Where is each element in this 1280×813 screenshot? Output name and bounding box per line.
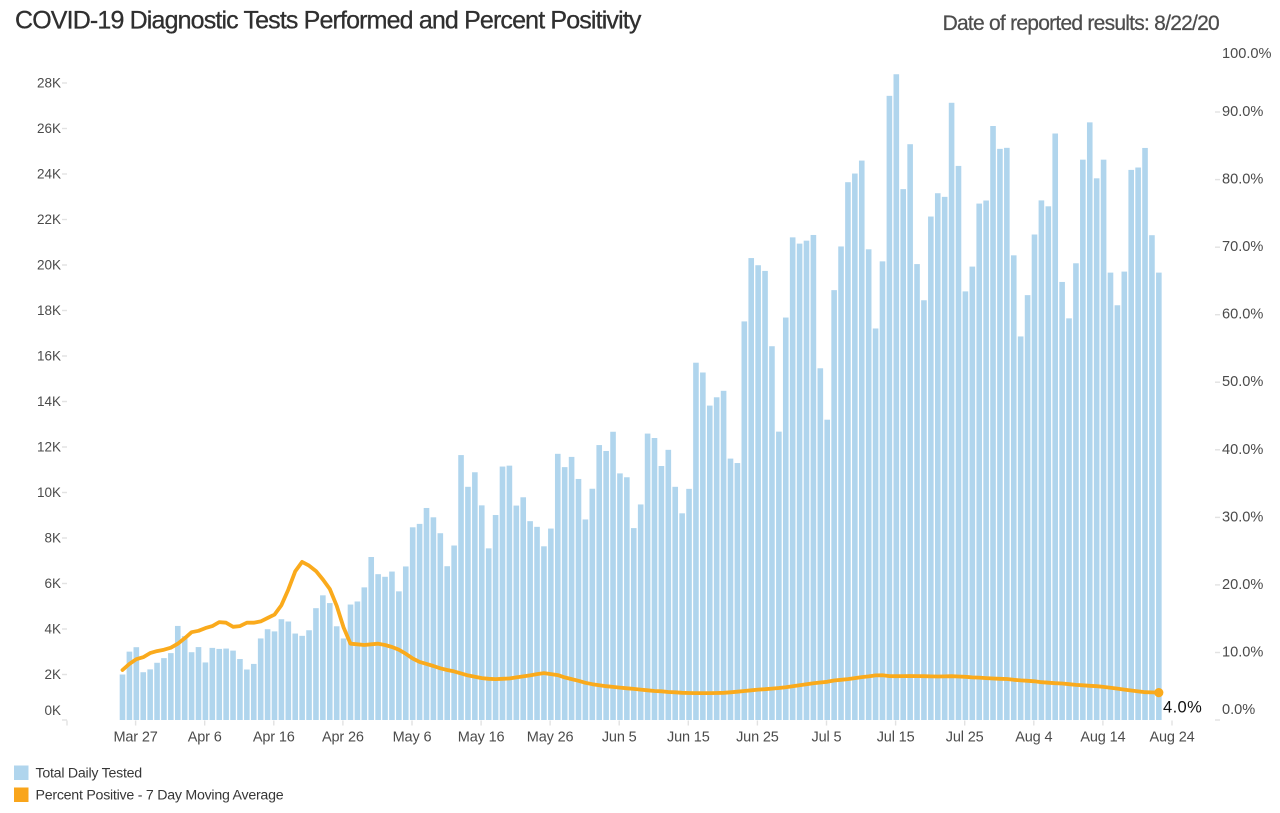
svg-text:COVID-19 Diagnostic Tests Perf: COVID-19 Diagnostic Tests Performed and … — [15, 7, 642, 35]
svg-text:80.0%: 80.0% — [1222, 172, 1263, 188]
svg-text:Aug 4: Aug 4 — [1015, 730, 1052, 746]
svg-text:30.0%: 30.0% — [1222, 509, 1263, 525]
svg-text:16K: 16K — [37, 349, 61, 364]
svg-text:22K: 22K — [37, 212, 61, 227]
svg-text:May 16: May 16 — [458, 730, 505, 746]
svg-text:Jun 5: Jun 5 — [602, 730, 637, 746]
svg-text:Apr 16: Apr 16 — [253, 730, 295, 746]
svg-text:Date of reported results: 8/22: Date of reported results: 8/22/20 — [943, 12, 1219, 35]
svg-text:60.0%: 60.0% — [1222, 307, 1263, 323]
svg-text:24K: 24K — [37, 167, 61, 182]
svg-text:50.0%: 50.0% — [1222, 374, 1263, 390]
svg-text:2K: 2K — [44, 667, 61, 682]
svg-text:Jun 25: Jun 25 — [736, 730, 779, 746]
svg-text:100.0%: 100.0% — [1222, 46, 1272, 62]
svg-text:Jul 25: Jul 25 — [946, 730, 984, 746]
svg-text:6K: 6K — [44, 576, 61, 591]
svg-text:70.0%: 70.0% — [1222, 239, 1263, 255]
svg-text:4.0%: 4.0% — [1163, 699, 1202, 717]
svg-text:26K: 26K — [37, 121, 61, 136]
svg-text:90.0%: 90.0% — [1222, 104, 1263, 120]
svg-text:Apr 6: Apr 6 — [188, 730, 222, 746]
svg-text:May 6: May 6 — [393, 730, 432, 746]
svg-text:Mar 27: Mar 27 — [113, 730, 157, 746]
svg-text:10K: 10K — [37, 485, 61, 500]
svg-text:0.0%: 0.0% — [1222, 702, 1255, 718]
svg-text:4K: 4K — [44, 622, 61, 637]
svg-text:0K: 0K — [44, 703, 61, 718]
svg-text:8K: 8K — [44, 531, 61, 546]
svg-text:28K: 28K — [37, 76, 61, 91]
svg-text:20.0%: 20.0% — [1222, 577, 1263, 593]
svg-text:Jun 15: Jun 15 — [667, 730, 710, 746]
svg-text:20K: 20K — [37, 258, 61, 273]
svg-text:May 26: May 26 — [527, 730, 574, 746]
svg-text:Total Daily Tested: Total Daily Tested — [36, 766, 142, 782]
svg-text:Jul 5: Jul 5 — [812, 730, 842, 746]
svg-text:18K: 18K — [37, 303, 61, 318]
svg-text:Aug 24: Aug 24 — [1149, 730, 1194, 746]
svg-text:Apr 26: Apr 26 — [322, 730, 364, 746]
svg-text:40.0%: 40.0% — [1222, 442, 1263, 458]
svg-text:12K: 12K — [37, 440, 61, 455]
svg-text:10.0%: 10.0% — [1222, 645, 1263, 661]
svg-text:Percent Positive - 7 Day Movin: Percent Positive - 7 Day Moving Average — [36, 788, 284, 804]
svg-text:Jul 15: Jul 15 — [877, 730, 915, 746]
svg-text:14K: 14K — [37, 394, 61, 409]
svg-text:Aug 14: Aug 14 — [1080, 730, 1125, 746]
